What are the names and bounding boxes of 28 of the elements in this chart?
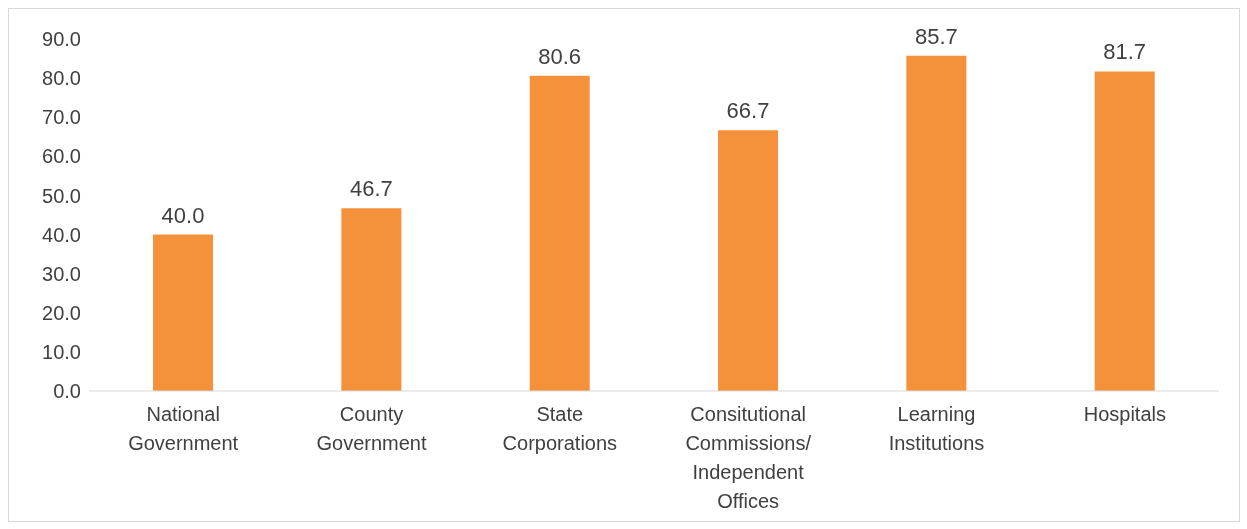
bar — [529, 75, 590, 391]
data-label: 81.7 — [1103, 39, 1147, 65]
y-tick-label: 50.0 — [42, 184, 81, 207]
y-tick-label: 70.0 — [42, 106, 81, 129]
x-tick-label: National Government — [128, 403, 239, 454]
bar — [153, 234, 214, 391]
x-tick-label: Hospitals — [1083, 403, 1166, 425]
x-tick-label: Consitutional Commissions/ Independent Offices — [685, 403, 812, 512]
data-label: 80.6 — [538, 43, 582, 69]
y-tick-label: 10.0 — [42, 340, 81, 363]
data-label: 85.7 — [914, 23, 958, 49]
y-tick-label: 90.0 — [42, 28, 81, 51]
bar — [1094, 71, 1155, 391]
y-tick-label: 30.0 — [42, 262, 81, 285]
x-tick-label: County Government — [316, 403, 427, 454]
y-tick-label: 20.0 — [42, 301, 81, 324]
y-tick-label: 60.0 — [42, 145, 81, 168]
x-tick-label: State Corporations — [502, 403, 618, 454]
data-label: 46.7 — [349, 176, 393, 202]
bar — [906, 55, 967, 391]
data-label: 66.7 — [726, 98, 770, 124]
bar — [341, 208, 402, 391]
data-label: 40.0 — [161, 202, 205, 228]
bar — [718, 130, 779, 391]
x-tick-label: Learning Institutions — [888, 403, 985, 454]
y-tick-label: 80.0 — [42, 67, 81, 90]
y-tick-label: 40.0 — [42, 223, 81, 246]
y-tick-label: 0.0 — [53, 380, 81, 403]
